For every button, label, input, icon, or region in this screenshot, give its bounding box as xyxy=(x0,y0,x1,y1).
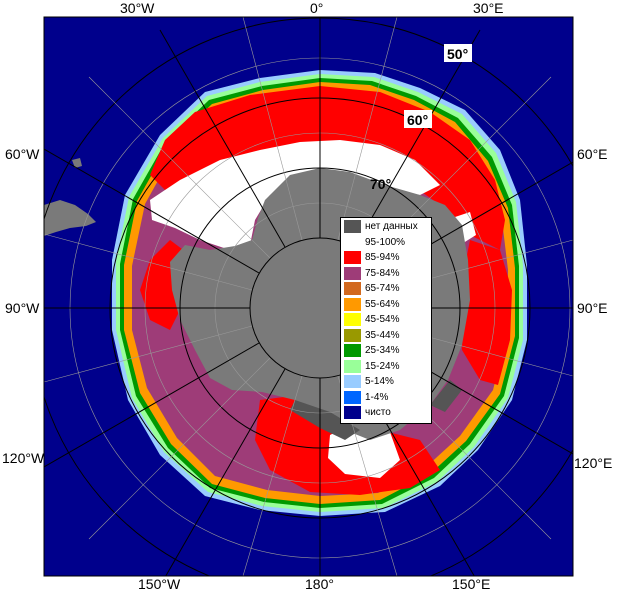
lat-label-60-box xyxy=(404,110,432,128)
legend-item: 45-54% xyxy=(341,312,431,328)
ice-fast-100-weddell xyxy=(150,140,440,250)
legend-swatch xyxy=(344,328,361,342)
island-land xyxy=(72,158,82,168)
legend-label: 95-100% xyxy=(365,236,406,248)
lon-label-0: 0° xyxy=(310,0,324,16)
meridian-75w xyxy=(44,233,253,291)
lon-label-30w: 30°W xyxy=(120,0,155,16)
meridian-30w xyxy=(159,29,286,248)
lon-label-150w: 150°W xyxy=(138,576,181,592)
meridian-105w xyxy=(44,325,253,383)
lat-label-70: 70° xyxy=(370,176,391,192)
meridian-30e xyxy=(354,29,481,248)
legend-item: 25-34% xyxy=(341,343,431,359)
legend-label: 35-44% xyxy=(365,329,400,341)
lon-label-90w: 90°W xyxy=(5,300,40,316)
legend-item: 65-74% xyxy=(341,281,431,297)
lon-label-150e: 150°E xyxy=(452,576,491,592)
concentration-legend: нет данных 95-100% 85-94% 75-84% 65-74% 55-64… xyxy=(340,217,432,424)
meridian-135w xyxy=(88,357,271,540)
legend-label: 5-14% xyxy=(365,376,394,388)
legend-item: 15-24% xyxy=(341,359,431,375)
meridian-60w xyxy=(44,148,260,274)
legend-swatch xyxy=(344,359,361,373)
lat-label-60: 60° xyxy=(407,112,428,128)
lon-label-60e: 60°E xyxy=(577,146,608,162)
legend-item: 35-44% xyxy=(341,328,431,344)
legend-item: чисто xyxy=(341,405,431,421)
lat-label-50-box xyxy=(444,44,472,62)
legend-swatch xyxy=(344,235,361,249)
legend-swatch xyxy=(344,282,361,296)
lon-label-180: 180° xyxy=(305,576,334,592)
legend-label: 75-84% xyxy=(365,267,400,279)
lon-label-30e: 30°E xyxy=(473,0,504,16)
legend-swatch xyxy=(344,297,361,311)
legend-label: 25-34% xyxy=(365,345,400,357)
legend-swatch xyxy=(344,313,361,327)
south-america-land xyxy=(44,200,96,236)
lon-label-120w: 120°W xyxy=(2,450,45,466)
legend-item: 5-14% xyxy=(341,374,431,390)
legend-item: 85-94% xyxy=(341,250,431,266)
legend-item: 55-64% xyxy=(341,297,431,313)
legend-swatch xyxy=(344,406,361,420)
legend-label: 65-74% xyxy=(365,283,400,295)
legend-item: 1-4% xyxy=(341,390,431,406)
lon-label-120e: 120°E xyxy=(574,455,613,471)
legend-item: 75-84% xyxy=(341,266,431,282)
legend-label: 85-94% xyxy=(365,252,400,264)
map-frame xyxy=(43,16,574,577)
legend-swatch xyxy=(344,251,361,265)
meridian-120w xyxy=(44,342,260,468)
legend-swatch xyxy=(344,266,361,280)
legend-label: нет данных xyxy=(365,221,418,233)
legend-item: нет данных xyxy=(341,219,431,235)
lat-label-50: 50° xyxy=(447,46,468,62)
legend-swatch xyxy=(344,220,361,234)
nodata-edge-east xyxy=(430,380,462,412)
meridian-150w xyxy=(165,368,286,576)
meridian-45w xyxy=(88,76,271,259)
legend-swatch xyxy=(344,390,361,404)
legend-label: 45-54% xyxy=(365,314,400,326)
meridian-165w xyxy=(242,375,303,576)
lon-label-90e: 90°E xyxy=(577,300,608,316)
nodata-edge xyxy=(290,400,360,440)
legend-label: 55-64% xyxy=(365,298,400,310)
legend-swatch xyxy=(344,344,361,358)
legend-swatch xyxy=(344,375,361,389)
legend-label: 15-24% xyxy=(365,360,400,372)
legend-item: 95-100% xyxy=(341,235,431,251)
meridian-15e xyxy=(337,17,398,241)
legend-label: 1-4% xyxy=(365,391,389,403)
meridian-15w xyxy=(242,17,303,241)
legend-label: чисто xyxy=(365,407,391,419)
lon-label-60w: 60°W xyxy=(5,146,40,162)
